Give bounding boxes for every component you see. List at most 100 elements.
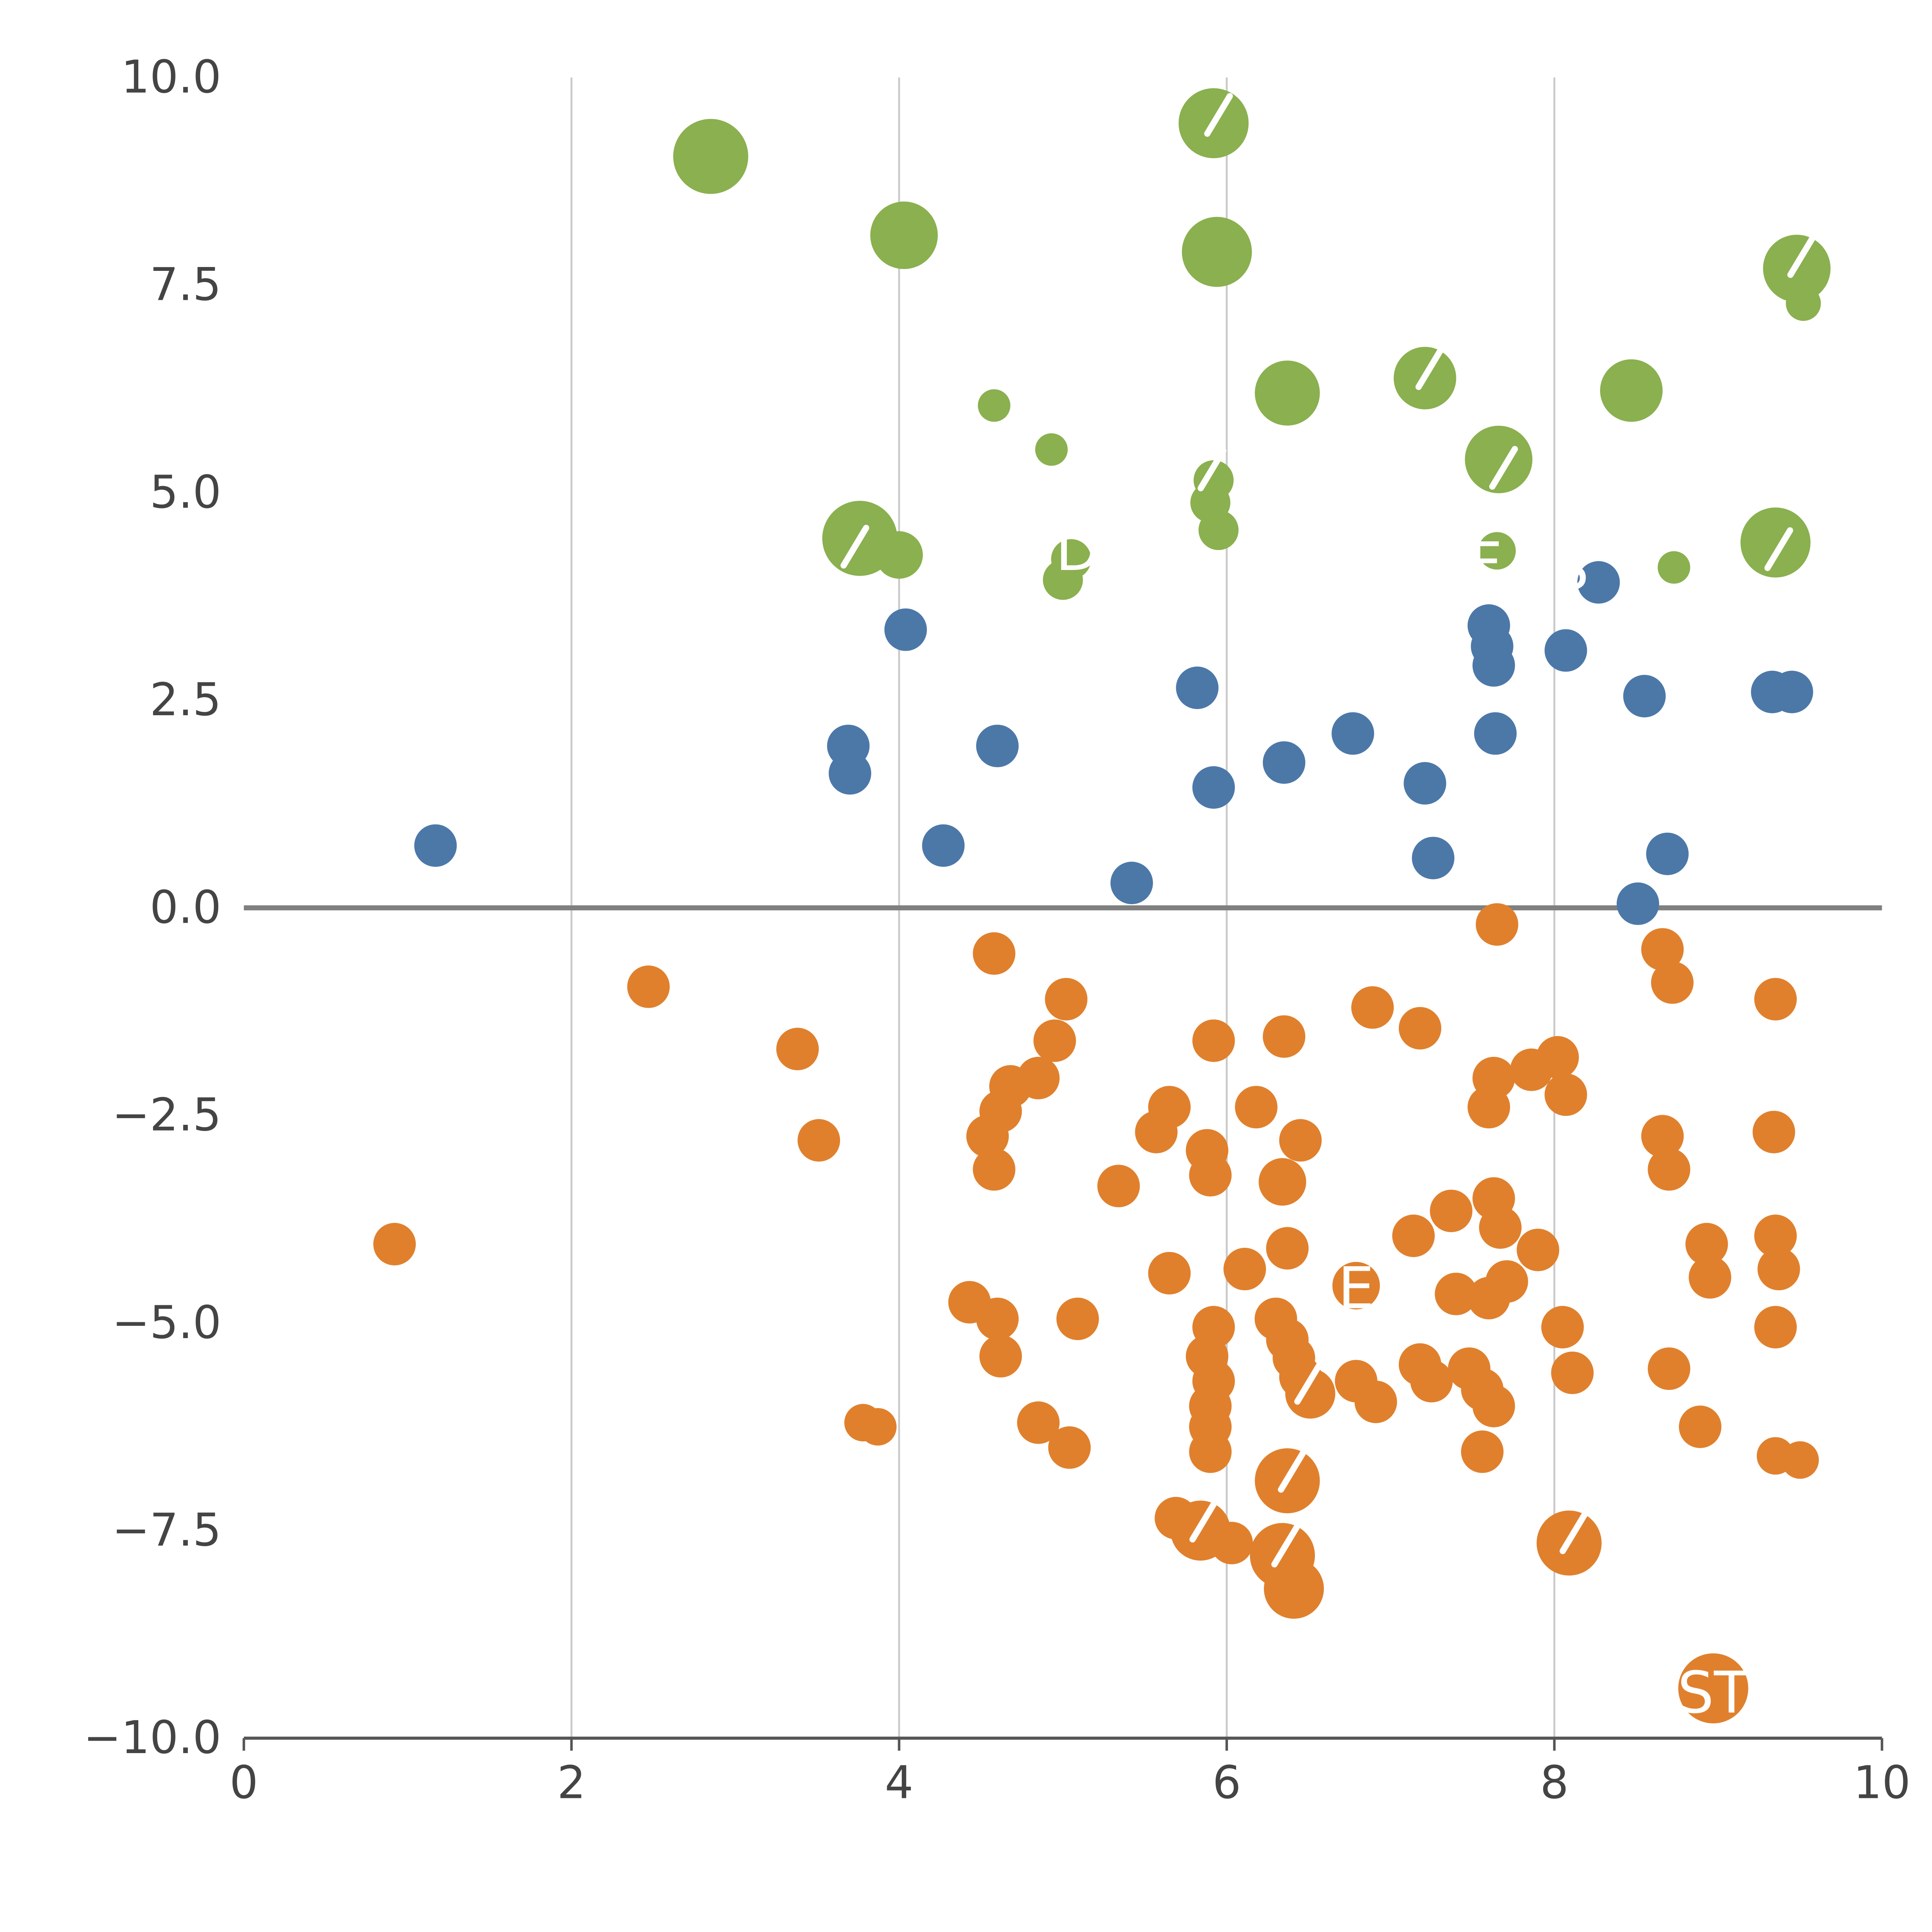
data-point-orange — [973, 1148, 1015, 1191]
bubble-slash-mark — [1560, 1510, 1588, 1554]
data-point-orange — [776, 1027, 819, 1070]
data-point-blue — [1176, 667, 1219, 709]
data-point-orange — [976, 1298, 1019, 1340]
data-point-orange — [1235, 1086, 1278, 1129]
data-point-green — [978, 389, 1010, 422]
data-point-orange — [859, 1408, 897, 1446]
data-point-blue — [1770, 670, 1813, 713]
x-tick-label: 6 — [1213, 1757, 1241, 1809]
bubble-slash-mark — [840, 525, 869, 569]
data-point-blue — [922, 824, 965, 867]
data-point-green — [1478, 532, 1516, 570]
data-point-orange — [1651, 961, 1694, 1004]
data-point-blue — [1623, 675, 1666, 718]
bubble-slash-mark — [1197, 447, 1226, 492]
data-point-orange — [1410, 1360, 1453, 1403]
data-point-orange — [1148, 1252, 1191, 1295]
data-point-blue — [1616, 882, 1659, 925]
y-tick-label: 2.5 — [150, 674, 221, 726]
data-point-orange — [1192, 1019, 1235, 1062]
data-point-orange — [1392, 1214, 1435, 1257]
data-point-orange — [1679, 1405, 1721, 1448]
bubble-label: ST — [1677, 1660, 1749, 1726]
data-point-orange — [1189, 1430, 1232, 1473]
data-point-orange — [1781, 1441, 1819, 1479]
data-point-orange — [1266, 1227, 1309, 1270]
data-point-orange — [1752, 1111, 1795, 1153]
bubble-slash-mark — [1489, 446, 1518, 490]
y-tick-label: −10.0 — [83, 1712, 221, 1764]
data-point-orange — [1435, 1272, 1478, 1315]
data-point-green — [875, 531, 923, 579]
data-point-orange — [1641, 928, 1684, 971]
data-point-orange — [1544, 1073, 1587, 1116]
data-point-green — [1043, 560, 1083, 600]
data-point-blue — [1646, 832, 1689, 875]
bubble-slash-mark — [1278, 1449, 1307, 1493]
data-point-orange — [1033, 1019, 1076, 1062]
data-point-blue — [1412, 837, 1454, 879]
data-point-orange — [1097, 1165, 1140, 1208]
data-point-blue — [1263, 741, 1306, 784]
bubble-label: F — [1469, 531, 1502, 597]
data-point-blue — [1403, 762, 1446, 805]
data-point-orange — [1056, 1298, 1099, 1340]
data-point-blue — [884, 608, 927, 651]
x-tick-label: 10 — [1853, 1757, 1910, 1809]
data-point-orange — [1263, 1015, 1306, 1058]
data-point-orange — [1472, 1384, 1515, 1427]
data-point-orange — [1354, 1381, 1397, 1423]
data-point-orange — [1017, 1401, 1060, 1444]
data-point-green — [1182, 217, 1252, 287]
data-point-green — [1255, 361, 1320, 426]
bubble-slash-mark — [1189, 1498, 1218, 1543]
data-point-orange — [1754, 1306, 1797, 1349]
data-point-orange — [1430, 1189, 1473, 1232]
data-point-orange — [1689, 1256, 1731, 1299]
y-tick-label: −7.5 — [112, 1504, 221, 1556]
data-point-orange — [627, 965, 670, 1008]
data-point-blue — [1332, 712, 1374, 755]
data-point-orange — [979, 1335, 1022, 1378]
data-point-orange — [1279, 1119, 1322, 1162]
bubble-slash-mark — [1415, 346, 1444, 390]
bubble-slash-mark — [1787, 234, 1816, 278]
data-point-green — [1786, 286, 1821, 321]
data-point-blue — [828, 752, 871, 795]
data-point-orange — [1461, 1430, 1504, 1473]
bubble-label: D — [1056, 517, 1100, 584]
data-point-green — [870, 201, 938, 269]
data-point-orange — [1476, 903, 1519, 946]
data-point-orange — [966, 1115, 1009, 1158]
data-point-orange — [1648, 1148, 1690, 1191]
data-point-orange — [1757, 1248, 1800, 1291]
data-point-blue — [1544, 629, 1587, 672]
data-point-blue — [1192, 766, 1235, 809]
data-point-orange — [1264, 1558, 1324, 1619]
data-point-orange — [1332, 1262, 1380, 1310]
data-point-orange — [1754, 1214, 1797, 1257]
data-point-orange — [1678, 1653, 1748, 1724]
x-tick-label: 0 — [230, 1757, 258, 1809]
y-tick-label: −5.0 — [112, 1297, 221, 1349]
data-point-blue — [1474, 712, 1517, 755]
data-point-orange — [1551, 1351, 1594, 1394]
data-point-green — [1198, 510, 1239, 550]
y-tick-label: 7.5 — [150, 259, 221, 311]
data-point-orange — [1351, 986, 1394, 1029]
x-tick-label: 2 — [557, 1757, 586, 1809]
data-point-green — [1740, 507, 1811, 578]
data-point-orange — [973, 932, 1015, 975]
data-point-orange — [1541, 1306, 1584, 1349]
data-point-orange — [1468, 1086, 1510, 1129]
data-point-blue — [1472, 644, 1515, 687]
data-point-blue — [976, 724, 1019, 767]
data-point-orange — [1485, 1260, 1528, 1303]
data-point-orange — [1210, 1522, 1253, 1565]
data-point-orange — [1754, 978, 1797, 1020]
y-tick-label: 5.0 — [150, 466, 221, 519]
data-point-orange — [1189, 1154, 1232, 1197]
data-point-orange — [1479, 1206, 1522, 1249]
